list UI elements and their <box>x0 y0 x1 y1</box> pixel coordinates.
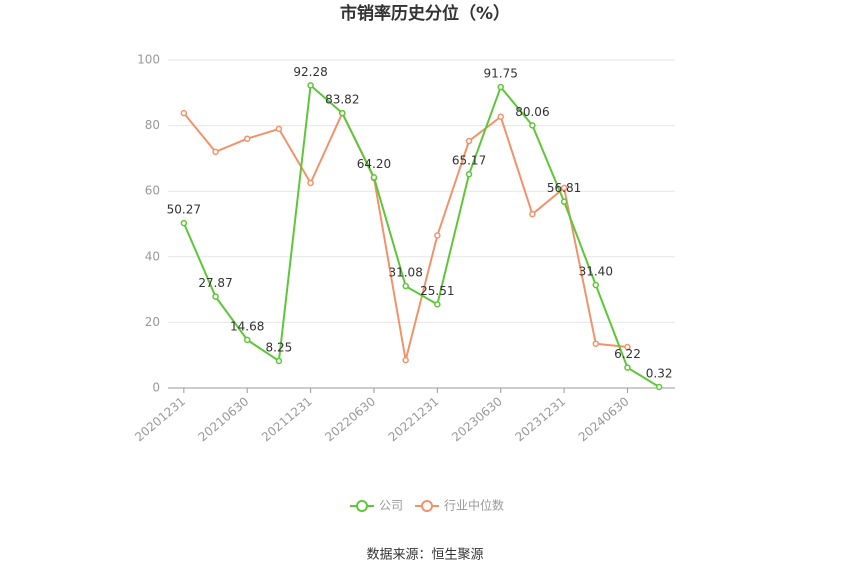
source: 数据来源：恒生聚源 <box>366 548 483 563</box>
legend-label: 行业中位数 <box>444 498 504 513</box>
data-label: 27.87 <box>198 276 232 290</box>
data-label: 25.51 <box>420 284 454 298</box>
legend-icon <box>421 500 434 512</box>
x-tick-label: 20231231 <box>512 394 568 444</box>
y-tick-label: 100 <box>137 53 160 67</box>
point <box>402 282 409 290</box>
x-tick-label: 20220630 <box>322 394 378 444</box>
data-label: 65.17 <box>452 154 486 168</box>
y-tick-label: 40 <box>145 249 160 263</box>
data-label: 83.82 <box>325 93 359 107</box>
point <box>275 125 283 133</box>
data-label: 0.32 <box>646 366 673 380</box>
point <box>180 109 188 117</box>
point <box>497 113 504 120</box>
x-tick-label: 20211231 <box>259 394 315 444</box>
point <box>307 82 314 89</box>
data-label: 31.08 <box>388 266 422 280</box>
point <box>497 83 504 91</box>
point <box>307 179 314 187</box>
x-tick-label: 20240630 <box>576 394 632 444</box>
point <box>212 148 219 156</box>
x-tick-label: 20221231 <box>386 394 442 444</box>
data-label: 31.40 <box>579 265 613 279</box>
point <box>180 219 188 227</box>
x-tick-label: 20230630 <box>449 394 505 444</box>
y-tick-label: 20 <box>145 315 160 329</box>
point <box>624 364 631 371</box>
point <box>560 198 568 205</box>
point <box>275 357 283 365</box>
point <box>592 340 600 347</box>
point <box>434 232 441 239</box>
point <box>465 170 473 178</box>
point <box>560 184 568 192</box>
data-label: 8.25 <box>266 340 293 354</box>
data-label: 14.68 <box>230 319 264 333</box>
series-line <box>182 83 660 388</box>
point <box>339 109 346 117</box>
chart-title: 市销率历史分位（%） <box>340 3 510 24</box>
point <box>529 122 536 129</box>
point <box>243 135 251 142</box>
data-label: 92.28 <box>293 65 327 79</box>
point <box>402 356 409 364</box>
point <box>529 210 536 218</box>
data-label: 50.27 <box>167 203 201 217</box>
point <box>465 137 473 145</box>
data-label: 80.06 <box>515 105 549 119</box>
legend-label: 公司 <box>379 499 403 513</box>
y-tick-label: 80 <box>145 118 160 132</box>
x-tick-label: 20210630 <box>196 394 252 444</box>
point <box>655 383 663 391</box>
y-tick-label: 0 <box>152 381 160 395</box>
x-tick-label: 20201231 <box>132 394 188 444</box>
y-tick-label: 60 <box>145 184 160 198</box>
point <box>370 174 378 181</box>
point <box>624 343 631 351</box>
data-label: 6.22 <box>614 347 641 361</box>
point <box>212 293 219 300</box>
point <box>592 281 600 289</box>
data-label: 91.75 <box>484 67 518 81</box>
point <box>243 336 251 344</box>
data-label: 64.20 <box>357 157 391 171</box>
point <box>434 301 441 308</box>
data-label: 56.81 <box>547 181 581 195</box>
legend-icon <box>356 500 368 512</box>
